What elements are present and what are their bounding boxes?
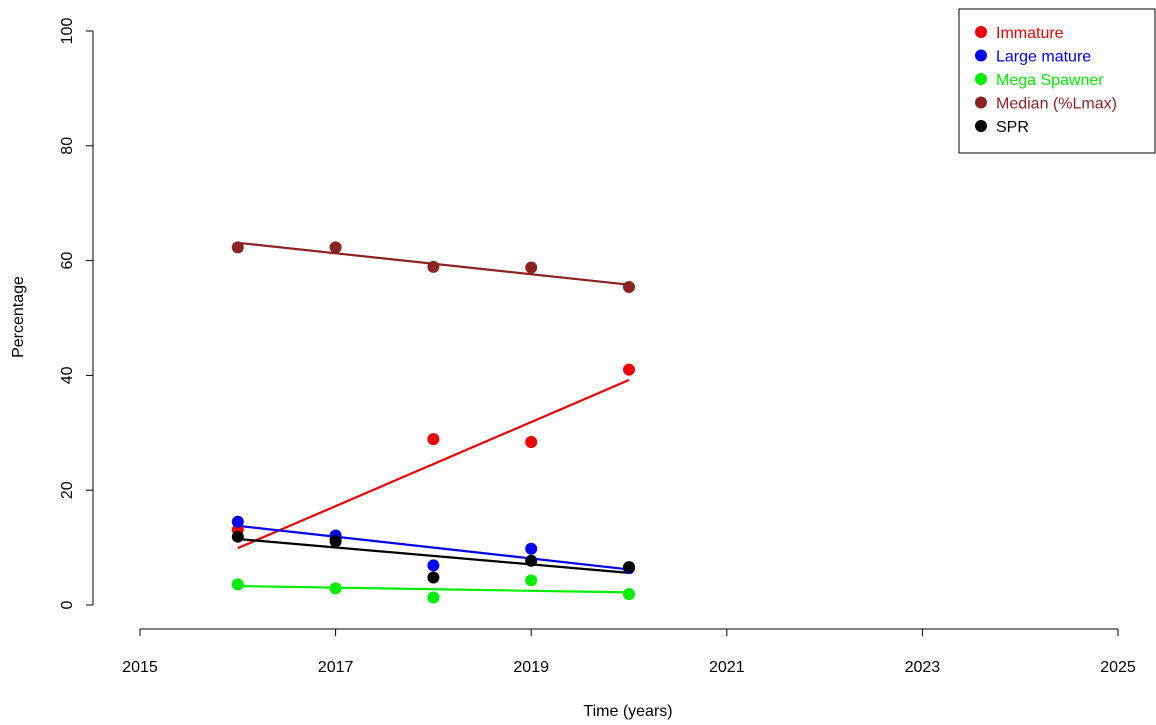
legend-marker [975,49,987,62]
y-tick-label: 60 [59,252,76,270]
legend-marker [975,96,987,109]
legend-label: Mega Spawner [996,72,1104,89]
data-point-2-2 [427,591,440,604]
data-point-3-1 [329,241,342,254]
x-tick-label: 2019 [513,659,549,676]
legend-label: Median (%Lmax) [996,96,1117,113]
legend-marker [975,73,987,85]
legend-label: SPR [996,119,1029,136]
legend-box [958,8,1156,154]
y-tick-label: 80 [59,137,76,155]
data-point-2-4 [623,588,635,601]
trend-lines [237,241,630,594]
legend-label: Large mature [996,49,1091,66]
x-tick-label: 2015 [122,659,158,676]
y-tick-label: 0 [59,600,76,609]
data-point-0-3 [525,435,538,448]
legend: Immature Large mature Mega Spawner Median (… [958,8,1156,154]
x-axis: 2015 2017 2019 2021 2023 2025 [122,628,1136,676]
data-point-4-0 [231,530,244,543]
data-points [231,241,635,604]
x-tick-label: 2017 [318,659,354,676]
data-point-2-3 [525,574,538,587]
y-tick-label: 20 [59,481,76,499]
legend-marker [975,26,987,38]
data-point-1-0 [231,515,244,528]
x-tick-label: 2023 [905,659,941,676]
x-tick-label: 2021 [709,659,745,676]
trend-line-1 [237,524,630,571]
x-tick-label: 2025 [1100,659,1136,676]
data-point-4-3 [525,554,538,567]
legend-marker [975,120,987,132]
data-point-4-1 [329,535,342,548]
data-point-3-2 [427,260,440,273]
data-point-0-2 [427,433,440,446]
trend-line-4 [237,537,630,574]
data-point-0-4 [623,363,635,376]
data-point-1-2 [427,559,440,572]
y-axis: 0 20 40 60 80 100 [59,18,94,609]
y-tick-label: 40 [59,366,76,384]
data-point-3-4 [623,281,635,294]
data-point-2-1 [329,582,342,595]
data-point-2-0 [231,578,244,591]
y-axis-title: Percentage [10,276,27,358]
data-point-1-3 [525,542,538,555]
data-point-4-4 [623,561,635,574]
y-tick-label: 100 [59,18,76,45]
data-point-3-0 [231,241,244,254]
trend-line-2 [237,584,630,594]
data-point-4-2 [427,571,440,584]
legend-label: Immature [996,25,1064,42]
trend-line-0 [237,378,630,550]
x-axis-title: Time (years) [583,703,672,720]
data-point-3-3 [525,261,538,274]
